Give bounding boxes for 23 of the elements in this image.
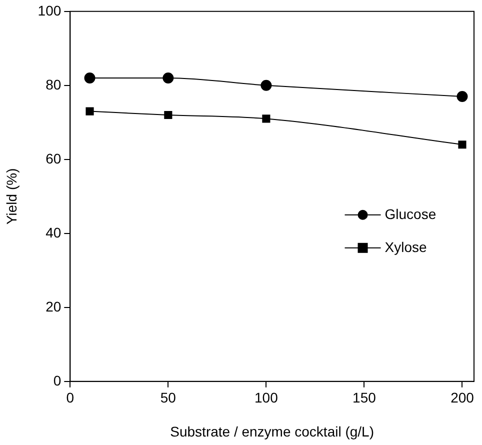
x-tick-label: 150 (352, 390, 376, 406)
point (262, 114, 270, 123)
legend-label: Glucose (384, 206, 436, 222)
x-tick-label: 200 (450, 390, 474, 406)
y-axis-title: Yield (%) (3, 168, 20, 225)
y-tick-label: 20 (46, 298, 62, 314)
point (84, 72, 96, 84)
y-tick-label: 100 (38, 2, 62, 18)
y-tick-label: 40 (46, 224, 62, 240)
x-tick-label: 50 (160, 390, 176, 406)
point (164, 110, 172, 120)
legend-label: Xylose (384, 238, 428, 255)
point (456, 91, 468, 102)
point (86, 107, 94, 116)
point (260, 80, 272, 91)
y-tick-label: 60 (46, 150, 62, 166)
point (458, 140, 466, 149)
y-tick-label: 0 (53, 372, 62, 388)
y-tick-label: 80 (46, 76, 62, 92)
x-tick-label: 100 (254, 390, 278, 406)
x-axis-title: Substrate / enzyme cocktail (g/L) (170, 423, 374, 440)
point (162, 72, 174, 84)
x-tick-label: 0 (66, 390, 74, 406)
